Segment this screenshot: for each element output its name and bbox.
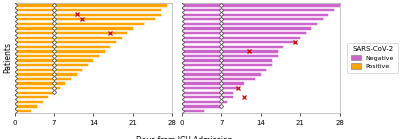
Bar: [14, 31, 127, 34]
Bar: [14, 40, 116, 43]
Bar: [182, 68, 266, 71]
Bar: [182, 3, 340, 7]
Bar: [182, 100, 227, 103]
Bar: [182, 45, 283, 48]
Y-axis label: Patients: Patients: [3, 42, 12, 73]
Bar: [14, 81, 65, 85]
Bar: [182, 104, 221, 108]
Legend: Negative, Positive: Negative, Positive: [348, 43, 398, 73]
Bar: [14, 59, 94, 62]
Bar: [14, 77, 71, 80]
Bar: [14, 26, 133, 30]
Bar: [182, 54, 278, 57]
Bar: [182, 59, 272, 62]
Bar: [14, 109, 32, 112]
Bar: [14, 49, 105, 53]
Bar: [182, 49, 278, 53]
Bar: [14, 104, 37, 108]
Bar: [182, 91, 232, 94]
Bar: [14, 100, 43, 103]
Bar: [182, 17, 323, 20]
Bar: [182, 72, 261, 75]
Bar: [182, 77, 255, 80]
Bar: [14, 45, 110, 48]
Bar: [182, 8, 334, 11]
Bar: [14, 22, 144, 25]
Bar: [182, 13, 328, 16]
Bar: [14, 17, 156, 20]
Bar: [14, 13, 161, 16]
Bar: [14, 8, 161, 11]
Bar: [14, 63, 88, 66]
Bar: [14, 68, 82, 71]
Text: Days from ICU Admission: Days from ICU Admission: [136, 136, 232, 139]
Bar: [14, 95, 48, 98]
Bar: [14, 54, 99, 57]
Bar: [14, 3, 167, 7]
Bar: [182, 22, 317, 25]
Bar: [14, 86, 60, 89]
Bar: [14, 36, 122, 39]
Bar: [182, 86, 238, 89]
Bar: [14, 72, 76, 75]
Bar: [14, 91, 54, 94]
Bar: [182, 95, 232, 98]
Bar: [182, 109, 204, 112]
Bar: [182, 26, 312, 30]
Bar: [182, 36, 300, 39]
Bar: [182, 63, 272, 66]
Bar: [182, 31, 306, 34]
Bar: [182, 40, 294, 43]
Bar: [182, 81, 244, 85]
